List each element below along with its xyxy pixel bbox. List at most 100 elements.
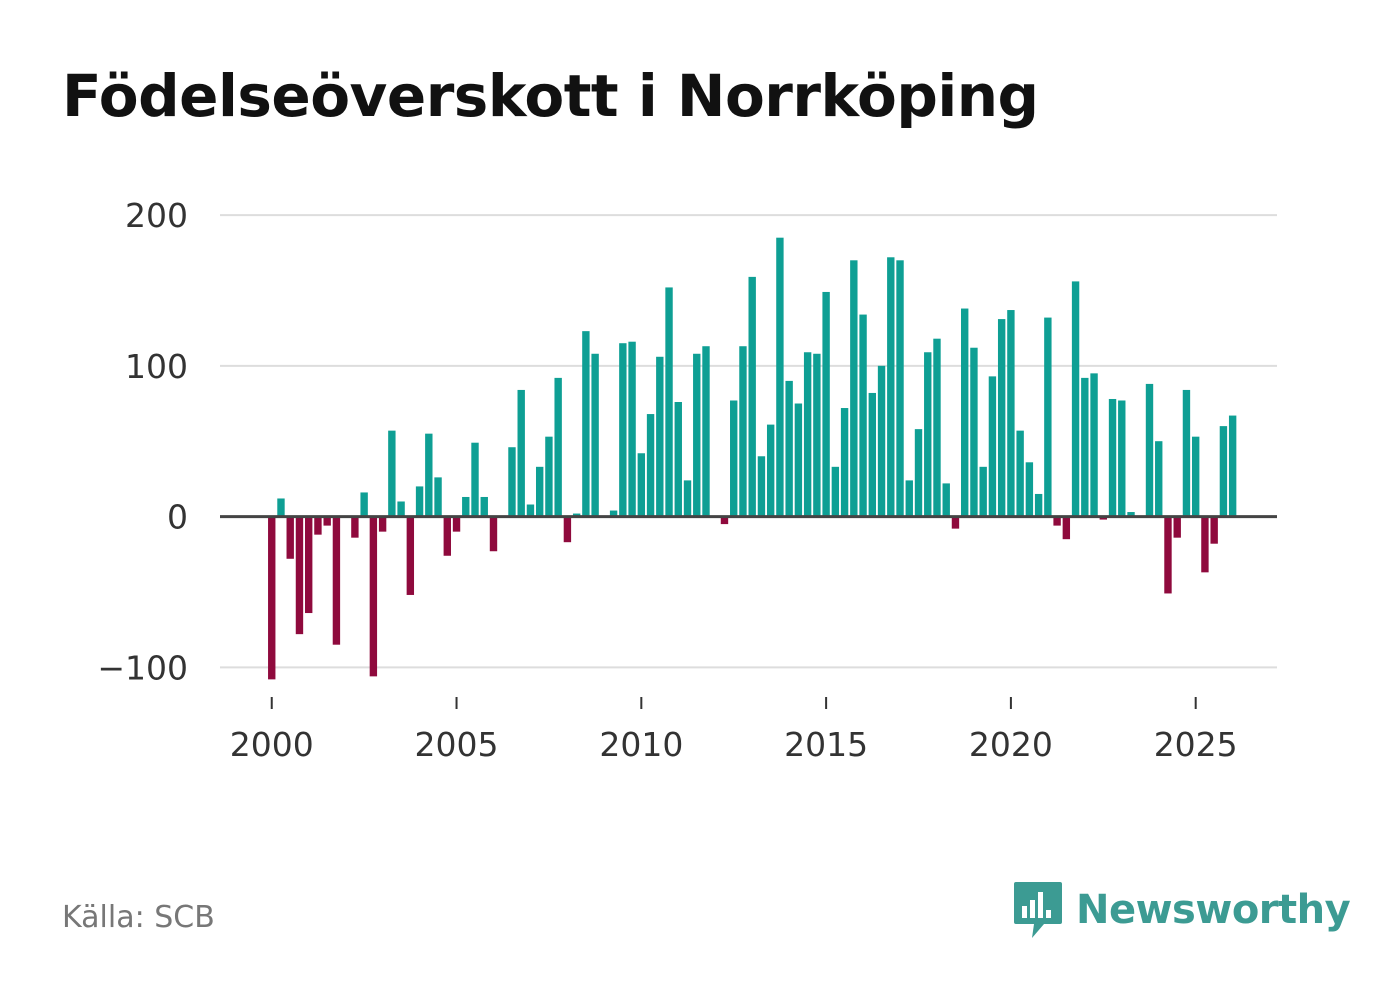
bar-2010-q4 (665, 287, 673, 517)
bar-2002-q4 (369, 516, 378, 677)
bar-2010-q1 (637, 453, 646, 517)
bar-2025-q1 (1191, 436, 1200, 517)
brand-name: Newsworthy (1076, 887, 1351, 933)
bar-2012-q4 (739, 346, 747, 517)
bar-2004-q1 (415, 486, 424, 517)
y-axis-ticks: 200 100 0 −100 (97, 196, 188, 687)
bar-2002-q2 (351, 516, 359, 538)
bar-2025-q4 (1219, 426, 1228, 517)
bar-2022-q4 (1108, 398, 1117, 517)
bar-2021-q1 (1044, 317, 1052, 517)
bar-2013-q3 (766, 424, 775, 517)
bar-2020-q1 (1007, 310, 1015, 517)
bar-2014-q2 (794, 403, 803, 517)
bar-2007-q4 (554, 377, 562, 517)
x-tick-label: 2005 (415, 725, 499, 764)
bar-2000-q4 (295, 516, 304, 635)
bar-2011-q4 (702, 346, 710, 517)
bar-2015-q4 (850, 260, 858, 517)
bar-2025-q2 (1201, 516, 1209, 573)
bar-2005-q4 (480, 496, 488, 517)
source-label: Källa: SCB (62, 900, 215, 935)
bar-2003-q4 (406, 516, 415, 595)
bar-2001-q2 (314, 516, 322, 535)
bar-2002-q3 (360, 492, 368, 517)
bar-2023-q4 (1145, 383, 1154, 517)
bar-2006-q4 (517, 389, 525, 517)
chart-title: Födelseöverskott i Norrköping (62, 62, 1039, 130)
y-tick-label: 0 (167, 498, 188, 537)
bar-2005-q1 (452, 516, 461, 532)
bar-2016-q3 (877, 365, 886, 517)
bar-2019-q2 (979, 466, 987, 517)
bars (268, 237, 1237, 680)
bar-2022-q1 (1081, 377, 1089, 517)
bar-2020-q4 (1034, 493, 1043, 517)
bar-2024-q1 (1155, 441, 1163, 517)
bar-2006-q1 (489, 516, 498, 552)
bar-2014-q3 (803, 352, 812, 517)
bar-2011-q2 (683, 480, 692, 517)
bar-2020-q2 (1016, 430, 1024, 517)
bar-2010-q3 (656, 356, 664, 517)
y-tick-label: 200 (125, 196, 188, 235)
bar-2003-q2 (388, 430, 396, 517)
bar-2014-q1 (785, 380, 793, 517)
bar-2006-q3 (508, 447, 516, 517)
bar-2010-q2 (646, 414, 655, 517)
bar-2016-q2 (868, 392, 877, 517)
brand-logo[interactable]: Newsworthy (1012, 880, 1351, 940)
bar-2007-q2 (535, 466, 544, 517)
bar-2008-q4 (591, 353, 599, 517)
x-tick-label: 2025 (1154, 725, 1238, 764)
bar-2022-q3 (1099, 516, 1107, 520)
bar-2004-q3 (434, 477, 442, 517)
bar-2012-q2 (720, 516, 729, 525)
bar-2018-q4 (961, 308, 969, 517)
bar-2023-q1 (1118, 400, 1126, 517)
bar-2014-q4 (813, 353, 821, 517)
x-axis-ticks: 2000 2005 2010 2015 2020 2025 (230, 697, 1238, 764)
bar-chart-speech-bubble-icon (1014, 882, 1062, 938)
bar-2022-q2 (1090, 373, 1098, 517)
bar-2024-q3 (1173, 516, 1181, 538)
bar-2004-q2 (425, 433, 433, 517)
x-tick-label: 2015 (784, 725, 868, 764)
bar-2015-q2 (831, 466, 840, 517)
bar-2005-q3 (471, 442, 479, 517)
bar-2021-q4 (1071, 281, 1080, 517)
bar-2025-q3 (1210, 516, 1218, 544)
bar-2013-q4 (776, 237, 784, 517)
bar-2015-q1 (822, 291, 830, 517)
y-tick-label: 100 (125, 347, 188, 386)
bar-2007-q3 (545, 436, 553, 517)
bar-2009-q2 (609, 510, 618, 517)
bar-2017-q1 (896, 260, 904, 517)
bar-2000-q2 (277, 498, 285, 517)
bar-2019-q4 (997, 319, 1006, 517)
bar-2024-q2 (1164, 516, 1172, 594)
y-tick-label: −100 (97, 648, 188, 687)
x-tick-label: 2020 (969, 725, 1053, 764)
bar-2000-q1 (268, 516, 276, 680)
bar-2012-q3 (730, 400, 738, 517)
bar-2024-q4 (1182, 389, 1191, 517)
bar-2020-q3 (1025, 462, 1034, 517)
bar-2001-q4 (332, 516, 341, 645)
bar-2008-q2 (572, 513, 581, 517)
bar-2017-q4 (924, 352, 932, 517)
bar-2008-q3 (582, 331, 590, 517)
bar-2009-q3 (619, 343, 627, 517)
bar-2021-q3 (1062, 516, 1071, 540)
bar-2019-q1 (970, 347, 978, 517)
bar-2004-q4 (443, 516, 451, 556)
bar-2013-q1 (748, 276, 756, 517)
bar-2011-q3 (693, 353, 701, 517)
bar-2018-q3 (951, 516, 960, 529)
bar-2013-q2 (757, 456, 766, 517)
bar-2011-q1 (674, 402, 682, 517)
bar-2017-q2 (905, 480, 913, 517)
bar-2005-q2 (462, 496, 470, 517)
bar-2026-q1 (1228, 415, 1237, 517)
bar-2003-q3 (397, 501, 405, 517)
